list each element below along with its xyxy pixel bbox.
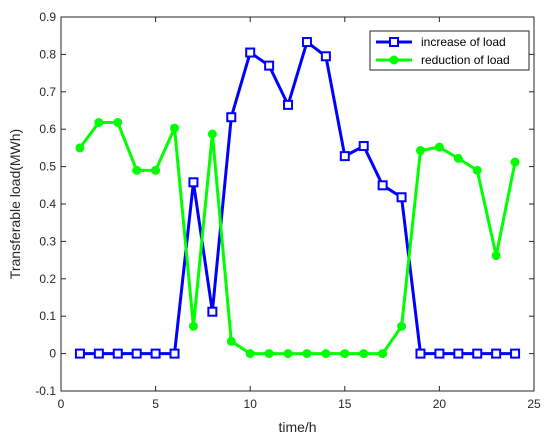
data-point: [93, 348, 104, 359]
data-point: [207, 129, 217, 139]
x-axis-ticks: 0 5 10 15 20 25: [58, 17, 541, 411]
data-point: [150, 348, 161, 359]
data-point: [434, 142, 444, 152]
data-point: [245, 47, 256, 58]
x-tick-label: 5: [152, 397, 159, 411]
data-point: [453, 348, 464, 359]
data-point: [131, 348, 142, 359]
data-point: [94, 117, 104, 127]
data-point: [358, 141, 369, 152]
y-tick-label: 0.3: [39, 234, 56, 248]
data-point: [113, 117, 123, 127]
data-point: [245, 349, 255, 359]
data-point: [510, 348, 521, 359]
data-point: [453, 153, 463, 163]
data-point: [339, 151, 350, 162]
data-point: [320, 51, 331, 62]
x-tick-label: 10: [244, 397, 258, 411]
y-tick-label: -0.1: [35, 384, 56, 398]
y-tick-label: 0.4: [39, 197, 56, 211]
data-point: [226, 336, 236, 346]
x-axis-label: time/h: [278, 419, 316, 435]
data-point: [302, 349, 312, 359]
data-point: [491, 251, 501, 261]
y-tick-label: 0.1: [39, 309, 56, 323]
data-point: [397, 321, 407, 331]
data-point: [510, 157, 520, 167]
legend-marker-reduction: [389, 55, 399, 65]
data-point: [321, 349, 331, 359]
legend-label-reduction: reduction of load: [421, 53, 510, 67]
y-axis-ticks: -0.1 0 0.1 0.2 0.3 0.4 0.5 0.6 0.7 0.8 0.9: [35, 10, 534, 398]
data-point: [472, 348, 483, 359]
data-point: [170, 123, 180, 133]
legend-marker-increase: [389, 37, 399, 47]
data-point: [74, 348, 85, 359]
y-tick-label: 0.9: [39, 10, 56, 24]
data-point: [264, 349, 274, 359]
data-point: [301, 37, 312, 48]
data-point: [264, 60, 275, 71]
x-tick-label: 0: [58, 397, 65, 411]
legend: increase of load reduction of load: [369, 30, 530, 71]
data-point: [132, 165, 142, 175]
data-point: [415, 348, 426, 359]
data-point: [207, 306, 218, 317]
plot-area: [60, 16, 535, 392]
series-increase-of-load: [74, 37, 521, 359]
x-tick-label: 25: [527, 397, 541, 411]
data-point: [188, 177, 199, 188]
y-tick-label: 0.5: [39, 160, 56, 174]
data-point: [169, 348, 180, 359]
series-layer: [74, 37, 521, 359]
data-point: [491, 348, 502, 359]
data-point: [112, 348, 123, 359]
data-point: [283, 349, 293, 359]
series-reduction-of-load: [75, 117, 520, 359]
data-point: [434, 348, 445, 359]
data-point: [75, 143, 85, 153]
data-point: [378, 349, 388, 359]
x-tick-label: 15: [338, 397, 352, 411]
data-point: [396, 192, 407, 203]
data-point: [415, 146, 425, 156]
y-tick-label: 0: [49, 347, 56, 361]
x-tick-label: 20: [433, 397, 447, 411]
legend-label-increase: increase of load: [421, 35, 506, 49]
data-point: [151, 165, 161, 175]
y-tick-label: 0.2: [39, 272, 56, 286]
y-axis-label: Transferable load(MWh): [7, 129, 23, 279]
data-point: [377, 180, 388, 191]
y-tick-label: 0.6: [39, 122, 56, 136]
y-tick-label: 0.8: [39, 47, 56, 61]
y-tick-label: 0.7: [39, 85, 56, 99]
data-point: [283, 99, 294, 110]
data-point: [472, 165, 482, 175]
data-point: [226, 112, 237, 123]
data-point: [359, 349, 369, 359]
data-point: [188, 321, 198, 331]
data-point: [340, 349, 350, 359]
